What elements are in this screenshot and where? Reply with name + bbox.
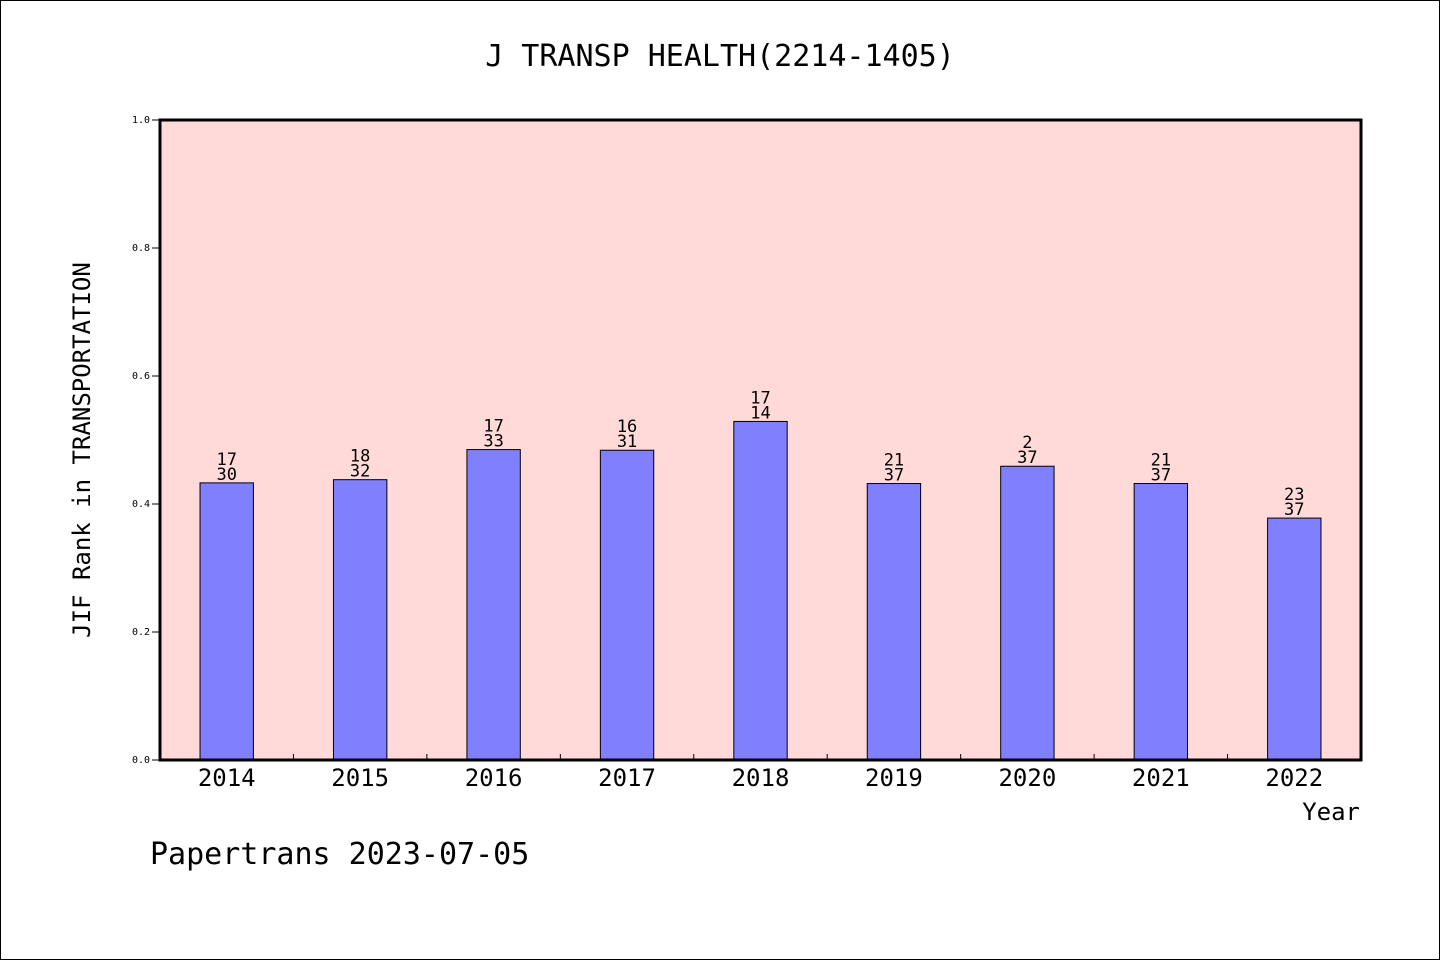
bar-label-top-2015: 18 [350, 447, 370, 467]
bar-label-top-2022: 23 [1284, 485, 1304, 505]
chart-title: J TRANSP HEALTH(2214-1405) [485, 39, 955, 74]
bar-2019 [866, 483, 922, 761]
bar-label-bottom-2017: 31 [617, 432, 637, 452]
x-tick-label-2015: 2015 [331, 764, 389, 792]
bar-2015 [332, 479, 388, 761]
bar-2022 [1267, 517, 1322, 761]
bar-label-bottom-2021: 37 [1151, 466, 1171, 486]
y-tick-label: 1.0 [132, 115, 150, 126]
bar-2020 [1000, 465, 1055, 761]
x-tick-label-2016: 2016 [465, 764, 523, 792]
x-tick-label-2021: 2021 [1132, 764, 1190, 792]
y-tick-label: 0.8 [132, 243, 150, 254]
bar-label-bottom-2015: 32 [350, 462, 370, 482]
x-tick-label-2019: 2019 [865, 764, 923, 792]
footer-text: Papertrans 2023-07-05 [150, 837, 529, 872]
x-tick-label-2017: 2017 [598, 764, 656, 792]
y-tick-label: 0.0 [132, 755, 150, 766]
bar-2021 [1133, 483, 1189, 761]
bar-label-bottom-2014: 30 [216, 465, 236, 485]
bar-label-bottom-2019: 37 [884, 466, 904, 486]
bar-2018 [733, 420, 788, 761]
bar-label-bottom-2020: 37 [1017, 448, 1037, 468]
y-tick-label: 0.2 [132, 627, 150, 638]
bar-label-top-2014: 17 [216, 450, 236, 470]
bar-2016 [466, 449, 521, 761]
y-tick-label: 0.6 [132, 371, 150, 382]
bar-2014 [199, 482, 254, 761]
bar-label-top-2018: 17 [750, 388, 770, 408]
x-axis-label: Year [1302, 798, 1360, 826]
x-tick-label-2014: 2014 [198, 764, 256, 792]
y-axis-label: JIF Rank in TRANSPORTATION [68, 262, 96, 638]
bar-label-top-2019: 21 [884, 451, 904, 471]
bar-label-top-2021: 21 [1151, 451, 1171, 471]
bar-label-top-2020: 2 [1022, 433, 1032, 453]
bar-label-top-2017: 16 [617, 417, 637, 437]
x-tick-label-2022: 2022 [1265, 764, 1323, 792]
x-tick-label-2020: 2020 [998, 764, 1056, 792]
x-tick-label-2018: 2018 [732, 764, 790, 792]
y-tick-label: 0.4 [132, 499, 150, 510]
bar-2017 [599, 449, 655, 761]
bar-label-top-2016: 17 [483, 417, 503, 437]
bar-label-bottom-2018: 14 [750, 403, 770, 423]
bar-label-bottom-2022: 37 [1284, 500, 1304, 520]
plot-border [158, 118, 1363, 762]
bar-label-bottom-2016: 33 [483, 432, 503, 452]
